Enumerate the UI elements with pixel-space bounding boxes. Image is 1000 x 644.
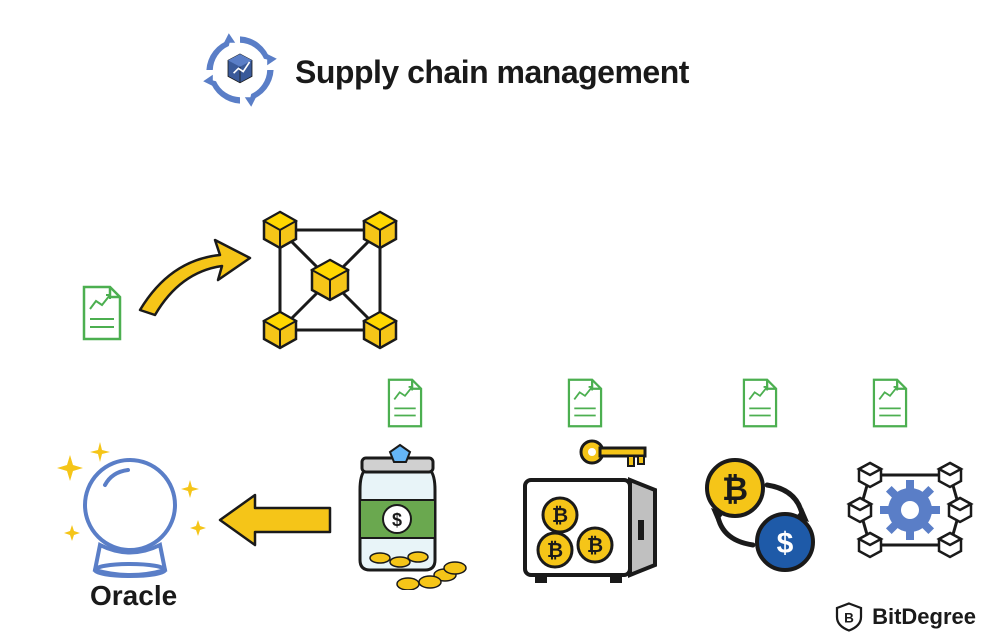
exchange-icon: ₿ $ bbox=[695, 450, 825, 585]
title-row: Supply chain management bbox=[200, 30, 689, 115]
page-title: Supply chain management bbox=[295, 54, 689, 91]
document-chart-icon bbox=[565, 378, 605, 433]
document-chart-icon bbox=[80, 285, 124, 346]
document-chart-icon bbox=[740, 378, 780, 433]
svg-text:$: $ bbox=[392, 510, 402, 530]
supply-cycle-icon bbox=[200, 30, 280, 115]
crystal-ball-icon bbox=[50, 430, 210, 595]
safe-key-icon: ₿ ₿ ₿ bbox=[510, 430, 670, 595]
brand-logo: B BitDegree bbox=[834, 602, 976, 632]
oracle-label: Oracle bbox=[90, 580, 177, 612]
money-jar-icon: $ bbox=[330, 440, 480, 595]
document-chart-icon bbox=[870, 378, 910, 433]
gear-network-icon bbox=[845, 445, 975, 580]
svg-text:₿: ₿ bbox=[552, 505, 568, 527]
svg-text:₿: ₿ bbox=[547, 540, 563, 562]
svg-text:₿: ₿ bbox=[722, 471, 748, 507]
arrow-left-icon bbox=[215, 490, 335, 555]
svg-text:₿: ₿ bbox=[587, 535, 603, 557]
blocks-network-icon bbox=[250, 200, 410, 365]
bitdegree-shield-icon: B bbox=[834, 602, 864, 632]
document-chart-icon bbox=[385, 378, 425, 433]
svg-text:$: $ bbox=[777, 527, 794, 560]
arrow-curve-icon bbox=[130, 230, 260, 335]
svg-text:B: B bbox=[844, 610, 854, 625]
brand-text: BitDegree bbox=[872, 604, 976, 630]
